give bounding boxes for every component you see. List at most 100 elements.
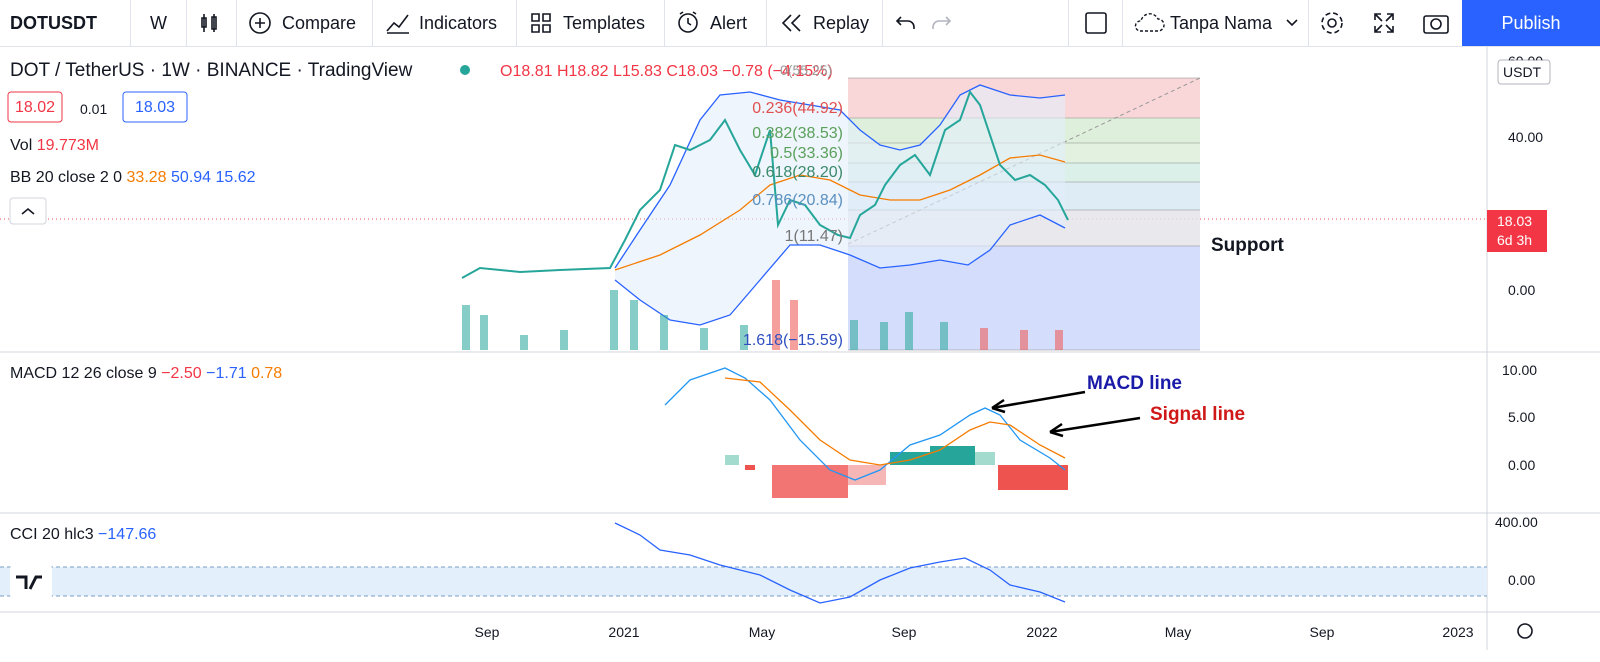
collapse-icon: [21, 207, 35, 215]
separator: [664, 0, 665, 46]
bid: 18.02: [14, 99, 56, 116]
compare-button[interactable]: Compare: [282, 13, 357, 33]
compare-icon: [249, 12, 271, 34]
separator: [1122, 0, 1123, 46]
time-axis-label: May: [1164, 624, 1192, 640]
volume-bars: [462, 280, 1063, 350]
replay-button[interactable]: Replay: [813, 13, 870, 33]
cci-line: [614, 522, 1066, 604]
support-annotation: Support: [1211, 235, 1284, 256]
cci-value: −147.66: [98, 526, 157, 543]
legend-title: DOT / TetherUS · 1W · BINANCE · TradingV…: [10, 60, 413, 81]
separator: [1068, 0, 1069, 46]
separator: [186, 0, 187, 46]
toolbar: DOTUSDT W Compare Indicators Templates A…: [0, 0, 1600, 47]
macd-hist-value: −2.50: [161, 365, 202, 382]
price-axis-label: 40.00: [1508, 129, 1544, 145]
separator: [372, 0, 373, 46]
fib-label: 0(55.25): [780, 62, 833, 78]
fib-label: 0.382(38.53): [752, 125, 843, 142]
exchange: BINANCE: [206, 60, 292, 81]
replay-icon: [781, 14, 801, 32]
collapse-button[interactable]: [9, 197, 47, 225]
last-price: 18.03: [1497, 213, 1533, 229]
cci-axis-label: 400.00: [1495, 514, 1538, 530]
templates-button[interactable]: Templates: [563, 13, 646, 33]
bb-upper-value: 50.94: [171, 169, 212, 186]
bb-legend: BB 20 close 2 0 33.28 50.94 15.62: [10, 169, 256, 187]
alert-icon: [678, 11, 698, 33]
separator: [516, 0, 517, 46]
macd-line: [664, 367, 1066, 481]
separator: [236, 0, 237, 46]
bb-upper: [614, 84, 1066, 269]
cci-label: CCI 20 hlc3: [10, 526, 94, 543]
resolution: 1W: [161, 60, 190, 81]
countdown: 6d 3h: [1497, 232, 1533, 248]
macd-label: MACD 12 26 close 9: [10, 365, 157, 382]
annotation-arrows: [991, 390, 1141, 438]
change: −0.78 (−4.15%): [722, 63, 833, 80]
macd-histogram: [725, 446, 1068, 498]
cci-axis-label: 0.00: [1508, 572, 1536, 588]
settings-button[interactable]: [1319, 10, 1345, 36]
high: H18.82: [556, 63, 609, 80]
fib-label: 0.236(44.92): [752, 100, 843, 117]
logo-box: [10, 565, 52, 599]
time-axis-label: May: [748, 624, 776, 640]
bb-lower: [614, 214, 1066, 326]
cci-band: [0, 567, 1487, 596]
ask-box[interactable]: [122, 91, 188, 123]
volume-legend: Vol 19.773M: [10, 137, 99, 155]
symbol[interactable]: DOTUSDT: [10, 13, 97, 33]
layout-button[interactable]: [1084, 11, 1108, 35]
axis-settings[interactable]: [1517, 623, 1533, 639]
indicators-button[interactable]: Indicators: [419, 13, 498, 33]
bb-basis-value: 33.28: [126, 169, 167, 186]
cci-legend: CCI 20 hlc3 −147.66: [10, 526, 156, 544]
ohlc: O18.81 H18.82 L15.83 C18.03 −0.78 (−4.15…: [500, 63, 833, 81]
open: O18.81: [500, 63, 553, 80]
chart-type-icon[interactable]: [198, 11, 222, 35]
time-axis-label: 2021: [608, 624, 640, 640]
price-axis-label: 0.00: [1508, 282, 1536, 298]
snapshot-button[interactable]: [1422, 11, 1450, 35]
interval[interactable]: W: [150, 13, 167, 33]
macd-legend: MACD 12 26 close 9 −2.50 −1.71 0.78: [10, 365, 282, 383]
time-axis-label: Sep: [1309, 624, 1335, 640]
logo: [16, 575, 42, 590]
fib-label: 0.786(20.84): [752, 192, 843, 209]
macd-annotation: MACD line: [1087, 373, 1182, 394]
bb-label: BB 20 close 2 0: [10, 169, 123, 186]
fullscreen-button[interactable]: [1372, 11, 1396, 35]
publish-button[interactable]: Publish: [1462, 0, 1600, 46]
time-axis-label: Sep: [474, 624, 500, 640]
fib-label: 0.5(33.36): [770, 145, 843, 162]
signal-value: 0.78: [251, 365, 283, 382]
layout-name[interactable]: Tanpa Nama: [1170, 13, 1273, 33]
dropdown-icon: [1286, 19, 1298, 27]
undo-button[interactable]: [895, 13, 917, 33]
separator: [766, 0, 767, 46]
redo-button[interactable]: [930, 13, 952, 33]
alert-button[interactable]: Alert: [710, 13, 748, 33]
vol-label: Vol: [10, 137, 33, 154]
separator: [1308, 0, 1309, 46]
fib-label: 0.618(28.20): [752, 164, 843, 181]
currency: USDT: [1503, 64, 1542, 80]
bid-box[interactable]: [7, 91, 63, 123]
time-axis-label: Sep: [891, 624, 917, 640]
price-axis-label: 60.00: [1508, 53, 1543, 60]
price-series: [461, 89, 1069, 279]
cloud-icon: [1134, 13, 1165, 32]
close: C18.03: [666, 63, 718, 80]
separator: [130, 0, 131, 46]
time-axis-label: 2023: [1442, 624, 1474, 640]
cci-band-lines: [0, 566, 1487, 597]
templates-icon: [531, 13, 551, 33]
spread: 0.01: [80, 101, 108, 117]
signal-annotation: Signal line: [1150, 404, 1246, 425]
macd-value: −1.71: [206, 365, 247, 382]
currency-box: [1497, 59, 1551, 85]
